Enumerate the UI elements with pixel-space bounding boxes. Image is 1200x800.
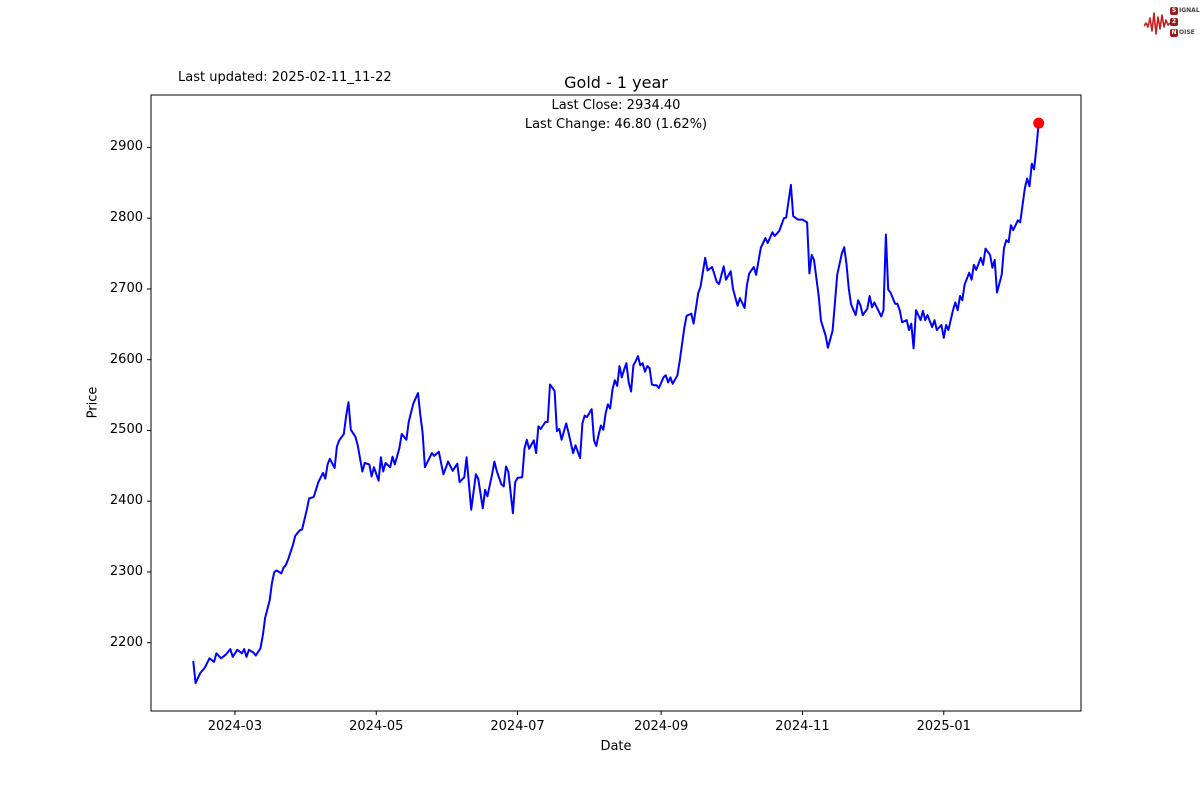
y-tick-label: 2400: [109, 493, 143, 509]
x-tick-label: 2024-05: [349, 719, 404, 734]
last-close-text: Last Close: 2934.40: [551, 98, 681, 113]
x-tick-label: 2024-07: [490, 719, 545, 734]
y-tick-label: 2600: [109, 351, 143, 367]
last-price-marker-dot: [1033, 117, 1045, 129]
ekg-waveform-icon: [1144, 12, 1171, 35]
last-updated-text: Last updated: 2025-02-11_11-22: [178, 70, 392, 85]
x-tick-label: 2024-03: [207, 719, 263, 734]
signal2noise-logo: S IGNAL 2 N OISE: [1144, 3, 1200, 43]
x-tick-label: 2024-09: [633, 719, 689, 734]
logo-text: S IGNAL 2 N OISE: [1170, 5, 1200, 38]
y-tick-label: 2700: [109, 280, 143, 296]
logo-box-s: S: [1170, 6, 1178, 15]
y-tick-label: 2500: [109, 422, 143, 438]
plot-area-border: [150, 94, 1082, 712]
y-tick-label: 2300: [109, 563, 143, 579]
y-tick-label: 2800: [109, 210, 143, 226]
price-line-series: [192, 122, 1040, 685]
logo-box-n: N: [1170, 28, 1178, 37]
x-tick-label: 2025-01: [916, 719, 971, 734]
y-tick-label: 2200: [109, 634, 143, 650]
chart-title: Gold - 1 year: [564, 73, 668, 92]
logo-box-2: 2: [1170, 17, 1178, 26]
x-tick-label: 2024-11: [775, 719, 830, 734]
last-change-text: Last Change: 46.80 (1.62%): [524, 117, 708, 132]
logo-rest-oise: OISE: [1179, 29, 1195, 36]
axis-tick-marks: [147, 146, 945, 715]
x-axis-label: Date: [600, 739, 632, 754]
chart-annotation: Last Close: 2934.40 Last Change: 46.80 (…: [416, 96, 816, 134]
logo-rest-ignal: IGNAL: [1179, 7, 1200, 14]
y-tick-label: 2900: [109, 139, 143, 155]
